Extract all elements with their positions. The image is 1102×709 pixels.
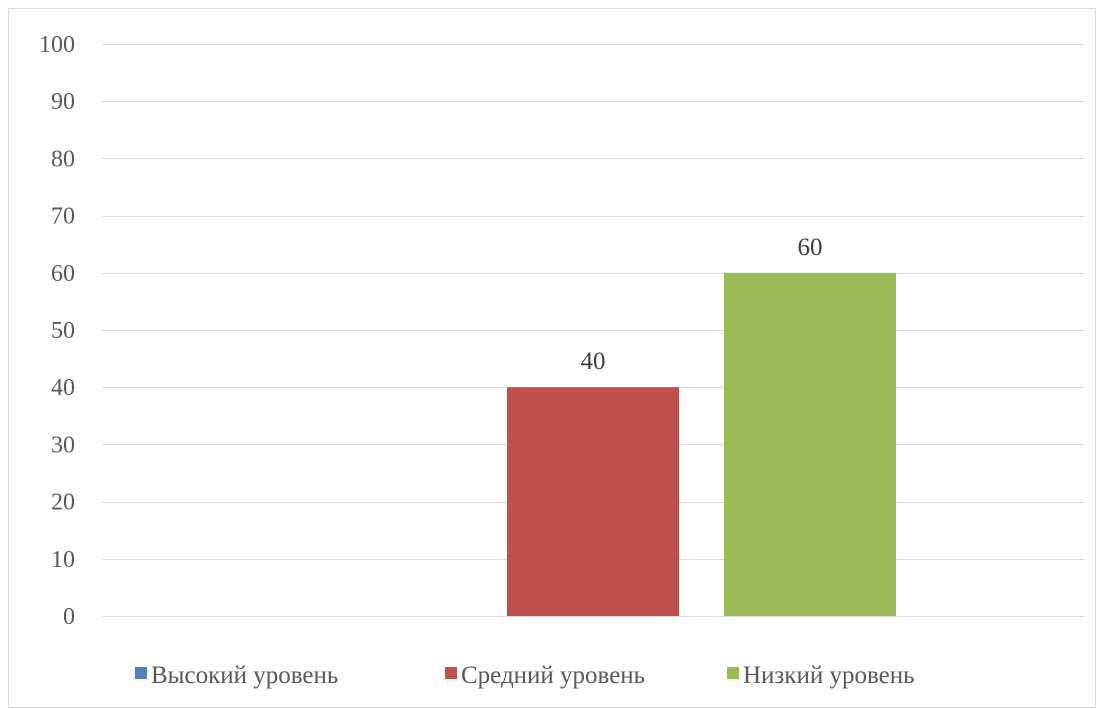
- bar-2: [507, 387, 679, 616]
- legend-swatch: [727, 667, 739, 679]
- gridlines: [102, 44, 1084, 617]
- bars: [507, 272, 896, 616]
- data-label: 60: [798, 234, 823, 261]
- data-labels: 40 60: [581, 234, 823, 375]
- y-tick-label: 90: [51, 89, 75, 115]
- legend-swatch: [135, 667, 147, 679]
- y-tick-label: 70: [51, 204, 75, 230]
- legend: Высокий уровень Средний уровень Низкий уро…: [135, 662, 915, 689]
- y-axis-tick-labels: 0 10 20 30 40 50 60 70 80 90 100: [39, 32, 75, 630]
- y-tick-label: 50: [51, 318, 75, 344]
- y-tick-label: 10: [51, 547, 75, 573]
- y-tick-label: 40: [51, 375, 75, 401]
- y-tick-label: 100: [39, 32, 75, 58]
- data-label: 40: [581, 348, 606, 375]
- y-tick-label: 30: [51, 432, 75, 458]
- legend-label: Низкий уровень: [743, 662, 915, 689]
- y-tick-label: 0: [63, 604, 75, 630]
- y-tick-label: 80: [51, 146, 75, 172]
- legend-swatch: [445, 667, 457, 679]
- y-tick-label: 20: [51, 490, 75, 516]
- legend-label: Средний уровень: [461, 662, 645, 689]
- y-tick-label: 60: [51, 261, 75, 287]
- legend-label: Высокий уровень: [151, 662, 338, 689]
- bar-3: [724, 272, 896, 616]
